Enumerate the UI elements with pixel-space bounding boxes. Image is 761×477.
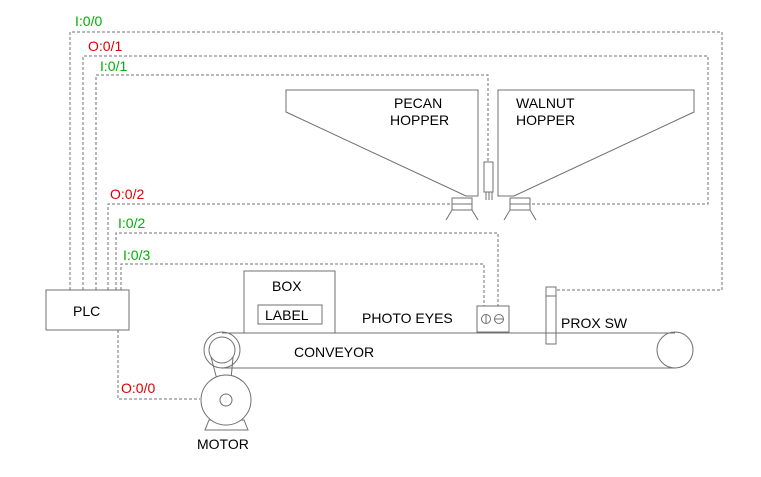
walnut-hopper-label-1: WALNUT (516, 95, 575, 111)
wire-i03 (120, 263, 485, 306)
conveyor (203, 331, 694, 369)
prox-switch (545, 286, 557, 345)
wire-i01 (95, 74, 489, 290)
photo-eyes (476, 305, 510, 333)
nut-sensor (483, 161, 494, 200)
label-tag-text: LABEL (265, 307, 309, 323)
io-label-i02: I:0/2 (118, 215, 145, 231)
plc-block (45, 289, 130, 331)
io-label-o02: O:0/2 (110, 186, 144, 202)
prox-sw-label: PROX SW (561, 315, 628, 331)
wire-o02 (107, 203, 450, 290)
io-label-o00: O:0/0 (121, 380, 155, 396)
conveyor-label: CONVEYOR (294, 344, 374, 360)
box-label: BOX (272, 278, 302, 294)
motor (200, 374, 252, 431)
io-label-i01: I:0/1 (100, 58, 127, 74)
plc-label: PLC (73, 303, 100, 319)
walnut-gate (503, 197, 537, 221)
motor-label: MOTOR (197, 436, 249, 452)
wire-i02 (115, 232, 499, 306)
wire-i00 (69, 31, 723, 291)
io-label-i03: I:0/3 (123, 247, 150, 263)
wire-o00 (117, 330, 200, 400)
pecan-hopper-label-2: HOPPER (390, 112, 449, 128)
pecan-hopper (285, 89, 479, 197)
pecan-gate (445, 197, 479, 221)
photo-eyes-label: PHOTO EYES (362, 310, 453, 326)
walnut-hopper (497, 89, 695, 197)
label-tag (257, 304, 323, 325)
walnut-hopper-label-2: HOPPER (516, 112, 575, 128)
wire-o01 (82, 55, 709, 290)
io-label-i00: I:0/0 (75, 13, 102, 29)
pecan-hopper-label-1: PECAN (394, 95, 442, 111)
io-label-o01: O:0/1 (88, 38, 122, 54)
